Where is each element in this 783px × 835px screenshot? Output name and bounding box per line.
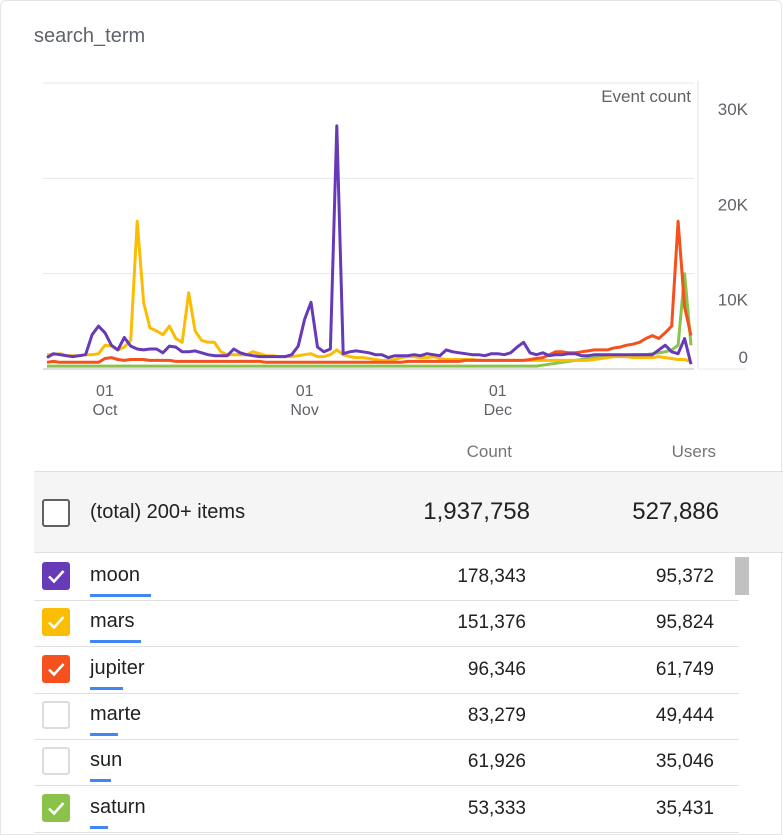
total-row: (total) 200+ items 1,937,758 527,886 bbox=[34, 471, 783, 553]
row-share-bar bbox=[90, 594, 151, 597]
table-row[interactable]: jupiter 96,346 61,749 bbox=[34, 648, 739, 694]
x-axis-ticks: 01 Oct 01 Nov 01 Dec bbox=[93, 383, 513, 419]
row-share-bar bbox=[90, 732, 118, 736]
row-checkbox[interactable] bbox=[42, 700, 70, 729]
x-tick-month: Dec bbox=[484, 402, 512, 419]
row-count: 53,333 bbox=[467, 797, 526, 819]
y-axis-label: Event count bbox=[601, 87, 691, 106]
event-count-line-chart: 30K 20K 10K 0 Event count 01 Oct 01 Nov 01 Dec bbox=[43, 81, 749, 419]
row-share-bar bbox=[90, 686, 123, 690]
series-line-jupiter bbox=[46, 219, 693, 364]
row-count: 83,279 bbox=[467, 704, 526, 726]
users-column-header[interactable]: Users bbox=[671, 442, 716, 461]
table-row[interactable]: marte 83,279 49,444 bbox=[34, 694, 739, 740]
row-checkbox[interactable] bbox=[42, 793, 70, 822]
total-label: (total) 200+ items bbox=[90, 501, 246, 523]
table-row[interactable]: sun 61,926 35,046 bbox=[34, 740, 739, 787]
row-count: 178,343 bbox=[457, 566, 526, 587]
row-name: moon bbox=[90, 564, 141, 586]
row-users: 35,046 bbox=[655, 751, 714, 773]
table-scrollbar-thumb[interactable] bbox=[735, 557, 749, 595]
row-count: 151,376 bbox=[457, 612, 526, 634]
series-lines bbox=[46, 124, 693, 368]
row-users: 35,431 bbox=[655, 797, 714, 819]
total-checkbox[interactable] bbox=[42, 499, 70, 527]
row-checkbox[interactable] bbox=[42, 654, 70, 683]
series-line-mars bbox=[47, 219, 692, 363]
checkmark-icon bbox=[48, 570, 65, 584]
card-title: search_term bbox=[34, 25, 146, 47]
row-share-bar bbox=[90, 640, 141, 644]
row-count: 96,346 bbox=[467, 658, 526, 680]
row-checkbox[interactable] bbox=[42, 747, 70, 776]
chart-grid bbox=[43, 81, 746, 370]
row-users: 61,749 bbox=[655, 658, 714, 680]
y-tick-label: 0 bbox=[739, 348, 748, 367]
x-tick-day: 01 bbox=[296, 383, 314, 400]
y-tick-label: 10K bbox=[718, 291, 749, 310]
total-users: 527,886 bbox=[632, 498, 719, 525]
row-users: 49,444 bbox=[655, 704, 714, 726]
row-name: marte bbox=[90, 702, 142, 725]
x-tick-month: Oct bbox=[93, 402, 118, 419]
total-count: 1,937,758 bbox=[423, 498, 530, 525]
row-name: jupiter bbox=[90, 656, 145, 679]
row-checkbox[interactable] bbox=[42, 608, 70, 637]
table-row[interactable]: mars 151,376 95,824 bbox=[34, 601, 739, 648]
row-name: saturn bbox=[90, 795, 146, 818]
count-column-header[interactable]: Count bbox=[466, 442, 512, 461]
y-tick-label: 20K bbox=[718, 195, 749, 214]
series-line-moon bbox=[46, 124, 693, 365]
y-axis-ticks: 30K 20K 10K 0 bbox=[718, 100, 749, 367]
row-name: mars bbox=[90, 610, 135, 633]
row-checkbox[interactable] bbox=[42, 562, 70, 590]
table-row[interactable]: moon 178,343 95,372 bbox=[34, 555, 739, 601]
row-share-bar bbox=[90, 779, 111, 783]
checkmark-icon bbox=[48, 662, 65, 676]
x-tick-day: 01 bbox=[96, 383, 114, 400]
row-users: 95,372 bbox=[655, 566, 714, 587]
row-count: 61,926 bbox=[467, 751, 526, 773]
x-tick-month: Nov bbox=[290, 402, 318, 419]
y-tick-label: 30K bbox=[718, 100, 749, 119]
row-share-bar bbox=[90, 825, 108, 829]
row-name: sun bbox=[90, 749, 123, 772]
checkmark-icon bbox=[48, 616, 65, 630]
row-users: 95,824 bbox=[655, 612, 714, 634]
table-row[interactable]: saturn 53,333 35,431 bbox=[34, 787, 739, 833]
x-tick-day: 01 bbox=[489, 383, 507, 400]
checkmark-icon bbox=[48, 801, 65, 815]
